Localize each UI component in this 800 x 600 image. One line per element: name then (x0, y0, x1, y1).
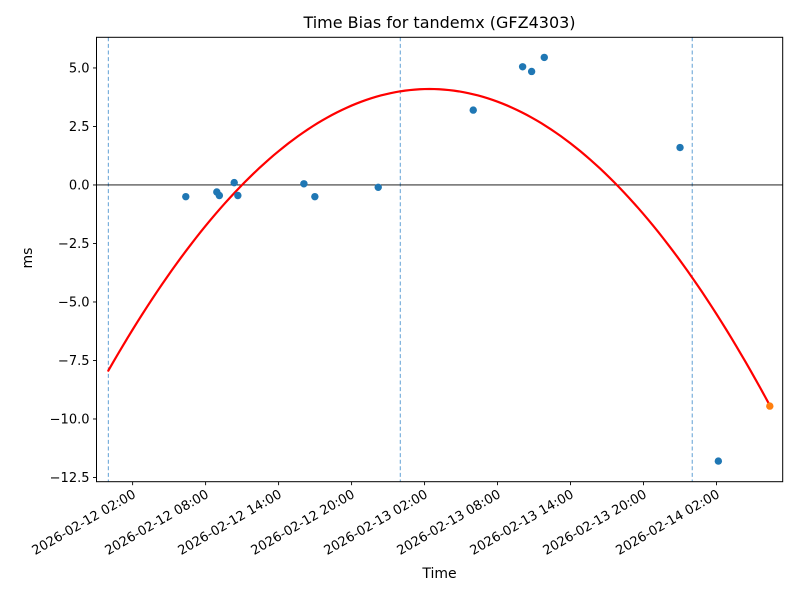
x-axis-label: Time (422, 566, 457, 582)
y-axis-tick-label: 5.0 (69, 62, 90, 77)
data-point-bias-measurements (714, 457, 723, 465)
data-point-bias-measurements (527, 67, 536, 76)
data-point-bias-measurements (518, 63, 527, 71)
y-axis-tick-label: −5.0 (58, 296, 90, 311)
data-point-bias-measurements (230, 178, 238, 187)
y-axis-tick-label: −2.5 (58, 237, 90, 252)
data-point-bias-measurements (215, 191, 224, 200)
fit-curve (107, 87, 771, 407)
plot-area (96, 37, 783, 482)
plot-border (96, 36, 784, 483)
data-point-bias-measurements (374, 183, 382, 192)
data-point-bias-measurements (676, 143, 684, 152)
chart-title: Time Bias for tandemx (GFZ4303) (303, 13, 576, 32)
data-point-bias-measurements (469, 106, 477, 114)
y-axis-tick-label: −12.5 (50, 471, 90, 486)
data-point-bias-measurements (234, 191, 242, 200)
y-axis-tick-label: −7.5 (58, 354, 90, 369)
data-point-bias-measurements (300, 180, 308, 188)
y-axis-tick-label: 0.0 (69, 179, 90, 194)
y-axis-tick-label: −10.0 (50, 413, 90, 428)
data-point-latest-measurement (766, 402, 774, 410)
y-axis-tick-label: 2.5 (69, 120, 90, 135)
data-point-bias-measurements (182, 192, 190, 201)
data-point-bias-measurements (311, 192, 319, 201)
data-point-bias-measurements (540, 53, 548, 62)
y-axis-label: ms (20, 247, 36, 269)
